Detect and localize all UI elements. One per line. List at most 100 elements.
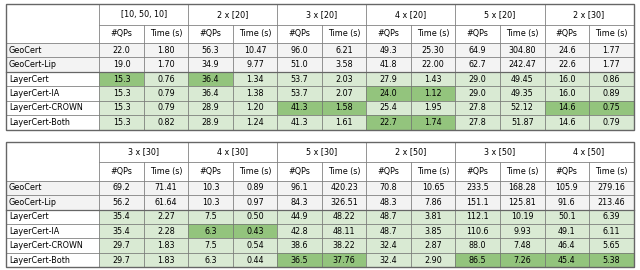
Bar <box>144 210 188 224</box>
Text: 168.28: 168.28 <box>508 183 536 193</box>
Bar <box>277 86 322 101</box>
Text: 7.5: 7.5 <box>204 212 217 221</box>
Text: Time (s): Time (s) <box>328 29 360 38</box>
Text: 326.51: 326.51 <box>330 198 358 207</box>
Bar <box>233 86 277 101</box>
Bar <box>500 86 545 101</box>
Text: Time (s): Time (s) <box>417 29 449 38</box>
Text: 0.50: 0.50 <box>246 212 264 221</box>
Text: 48.7: 48.7 <box>380 227 397 236</box>
Text: 45.4: 45.4 <box>558 256 575 265</box>
Bar <box>411 43 456 58</box>
Bar <box>99 181 144 195</box>
Text: 6.3: 6.3 <box>204 256 217 265</box>
Text: 96.0: 96.0 <box>291 46 308 55</box>
Bar <box>144 72 188 86</box>
Text: LayerCert-IA: LayerCert-IA <box>9 89 59 98</box>
Text: Time (s): Time (s) <box>150 29 182 38</box>
Text: 9.77: 9.77 <box>246 60 264 69</box>
Bar <box>99 58 144 72</box>
Bar <box>99 238 144 253</box>
Text: 49.45: 49.45 <box>511 75 534 84</box>
Text: 25.4: 25.4 <box>380 103 397 112</box>
Bar <box>99 142 188 163</box>
Bar <box>411 101 456 115</box>
Bar <box>456 58 500 72</box>
Bar <box>277 253 322 267</box>
Text: 41.3: 41.3 <box>291 103 308 112</box>
Bar <box>456 195 500 210</box>
Text: 22.6: 22.6 <box>558 60 575 69</box>
Bar <box>277 4 367 25</box>
Text: 1.83: 1.83 <box>157 256 175 265</box>
Text: 27.8: 27.8 <box>469 103 486 112</box>
Text: 10.3: 10.3 <box>202 183 220 193</box>
Text: 53.7: 53.7 <box>291 75 308 84</box>
Bar <box>545 101 589 115</box>
Bar <box>367 25 411 43</box>
Bar <box>500 101 545 115</box>
Bar <box>144 195 188 210</box>
Text: 1.80: 1.80 <box>157 46 175 55</box>
Bar <box>188 25 233 43</box>
Bar <box>144 224 188 238</box>
Text: #QPs: #QPs <box>556 29 578 38</box>
Text: LayerCert-CROWN: LayerCert-CROWN <box>9 241 83 250</box>
Bar <box>500 43 545 58</box>
Bar <box>589 58 634 72</box>
Text: Time (s): Time (s) <box>417 167 449 176</box>
Text: 420.23: 420.23 <box>330 183 358 193</box>
Text: 14.6: 14.6 <box>558 118 575 127</box>
Bar <box>144 181 188 195</box>
Bar <box>277 238 322 253</box>
Text: 32.4: 32.4 <box>380 256 397 265</box>
Text: 112.1: 112.1 <box>467 212 489 221</box>
Text: #QPs: #QPs <box>378 29 399 38</box>
Text: 3 x [50]: 3 x [50] <box>484 148 516 157</box>
Text: 46.4: 46.4 <box>558 241 575 250</box>
Bar <box>99 43 144 58</box>
Bar <box>411 210 456 224</box>
Bar <box>322 25 367 43</box>
Bar <box>367 142 456 163</box>
Text: 4 x [30]: 4 x [30] <box>217 148 248 157</box>
Text: 29.7: 29.7 <box>113 256 131 265</box>
Bar <box>277 58 322 72</box>
Bar <box>6 142 99 181</box>
Text: 53.7: 53.7 <box>291 89 308 98</box>
Text: 1.61: 1.61 <box>335 118 353 127</box>
Text: 71.41: 71.41 <box>155 183 177 193</box>
Bar <box>500 25 545 43</box>
Bar <box>322 210 367 224</box>
Text: 125.81: 125.81 <box>508 198 536 207</box>
Bar <box>411 86 456 101</box>
Bar <box>500 58 545 72</box>
Bar <box>500 238 545 253</box>
Bar <box>500 163 545 181</box>
Text: Time (s): Time (s) <box>239 29 271 38</box>
Text: 0.86: 0.86 <box>603 75 620 84</box>
Bar <box>144 25 188 43</box>
Text: Time (s): Time (s) <box>595 167 628 176</box>
Bar <box>322 101 367 115</box>
Bar <box>277 142 367 163</box>
Text: 1.83: 1.83 <box>157 241 175 250</box>
Text: GeoCert: GeoCert <box>9 46 42 55</box>
Bar <box>233 181 277 195</box>
Text: 1.77: 1.77 <box>602 46 620 55</box>
Text: #QPs: #QPs <box>200 167 221 176</box>
Bar <box>411 72 456 86</box>
Text: 37.76: 37.76 <box>333 256 356 265</box>
Bar <box>144 86 188 101</box>
Text: 52.12: 52.12 <box>511 103 534 112</box>
Bar <box>188 210 233 224</box>
Bar <box>233 224 277 238</box>
Bar <box>277 163 322 181</box>
Text: 0.82: 0.82 <box>157 118 175 127</box>
Bar <box>322 43 367 58</box>
Text: 88.0: 88.0 <box>469 241 486 250</box>
Bar <box>589 72 634 86</box>
Text: 15.3: 15.3 <box>113 118 131 127</box>
Text: #QPs: #QPs <box>289 29 310 38</box>
Bar <box>322 115 367 130</box>
